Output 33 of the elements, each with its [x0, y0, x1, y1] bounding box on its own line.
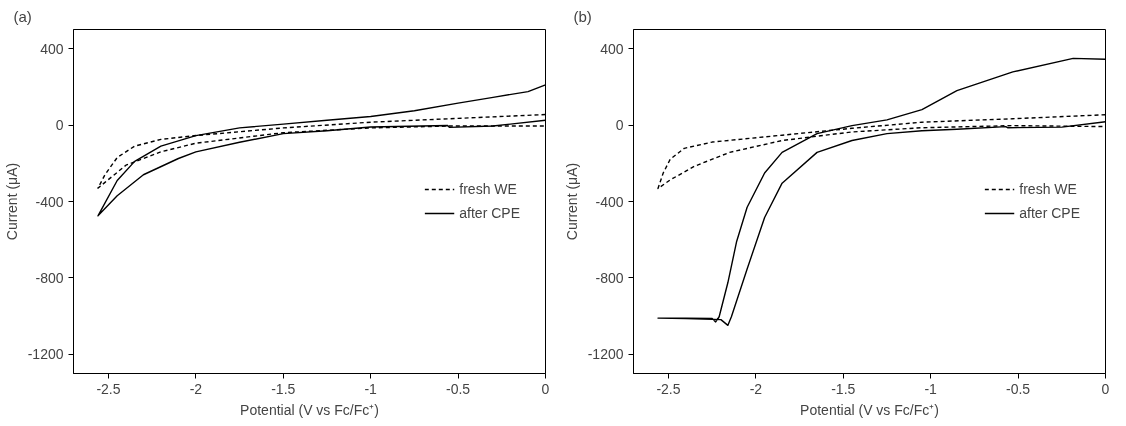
y-tick-label: 0 — [615, 117, 624, 134]
x-tick-label: 0 — [1101, 380, 1110, 397]
chart-title: (a) — [13, 7, 32, 25]
x-tick-label: -0.5 — [1006, 380, 1031, 397]
x-axis-title: Potential (V vs Fc/Fc⁺) — [800, 401, 939, 418]
y-tick-label: -800 — [595, 269, 624, 286]
legend-label: after CPE — [459, 205, 520, 221]
y-tick-label: -400 — [35, 193, 64, 210]
legend-label: fresh WE — [459, 181, 517, 197]
y-axis-title: Current (μA) — [3, 162, 20, 241]
line-series — [97, 84, 546, 217]
chart-title: (b) — [573, 7, 592, 25]
x-axis-title: Potential (V vs Fc/Fc⁺) — [240, 401, 379, 418]
y-tick-label: 0 — [55, 117, 64, 134]
x-tick-label: -1 — [364, 380, 378, 397]
legend-label: after CPE — [1019, 205, 1080, 221]
x-tick-label: -2.5 — [656, 380, 681, 397]
y-tick-label: -800 — [35, 269, 64, 286]
y-tick-label: 400 — [600, 40, 624, 57]
x-tick-label: -2.5 — [96, 380, 121, 397]
x-tick-label: -0.5 — [446, 380, 471, 397]
legend-label: fresh WE — [1019, 181, 1077, 197]
y-tick-label: 400 — [40, 40, 64, 57]
y-tick-label: -400 — [595, 193, 624, 210]
x-tick-label: -1 — [924, 380, 938, 397]
y-axis-title: Current (μA) — [563, 162, 580, 241]
y-tick-label: -1200 — [27, 346, 64, 363]
x-tick-label: 0 — [541, 380, 550, 397]
x-tick-label: -1.5 — [831, 380, 856, 397]
y-tick-label: -1200 — [587, 346, 624, 363]
x-tick-label: -1.5 — [271, 380, 296, 397]
x-tick-label: -2 — [189, 380, 203, 397]
x-tick-label: -2 — [749, 380, 763, 397]
